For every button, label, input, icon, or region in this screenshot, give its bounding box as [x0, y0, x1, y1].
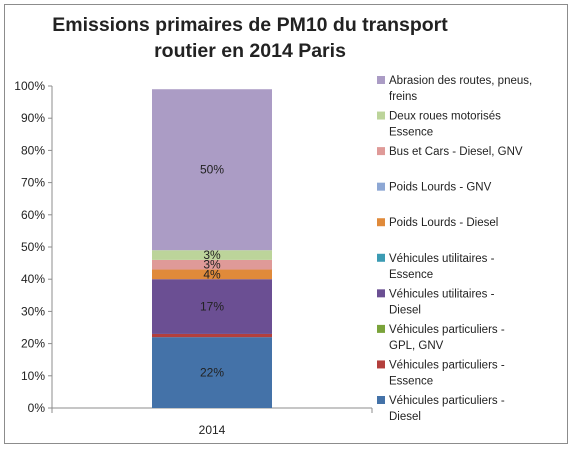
data-label: 3%: [203, 248, 221, 262]
legend-swatch: [377, 111, 385, 120]
bar-segment: [152, 250, 272, 260]
y-tick-label: 60%: [21, 208, 45, 222]
legend-swatch: [377, 147, 385, 156]
legend-label: Poids Lourds - GNV: [389, 182, 492, 194]
y-tick-label: 30%: [21, 304, 45, 318]
legend-swatch: [377, 360, 385, 369]
data-label: 3%: [203, 258, 221, 272]
chart-title-line-2: routier en 2014 Paris: [154, 40, 346, 62]
legend-label-line: Véhicules particuliers -: [389, 395, 505, 407]
y-tick-label: 10%: [21, 369, 45, 383]
y-tick-label: 40%: [21, 272, 45, 286]
legend-label-line: freins: [389, 91, 417, 103]
y-tick-label: 0%: [28, 401, 46, 415]
legend-label-line: Véhicules particuliers -: [389, 359, 505, 371]
y-tick-label: 70%: [21, 176, 45, 190]
legend-swatch: [377, 182, 385, 191]
legend-label-line: Essence: [389, 375, 433, 387]
y-tick-label: 20%: [21, 337, 45, 351]
legend-label-line: Essence: [389, 269, 433, 281]
bar-segment: [152, 337, 272, 408]
legend-swatch: [377, 218, 385, 227]
legend-label: Véhicules particuliers - Diesel: [389, 395, 505, 423]
legend-label-line: Diesel: [389, 304, 421, 316]
x-tick-label: 2014: [199, 423, 226, 437]
y-tick-label: 90%: [21, 111, 45, 125]
data-label: 17%: [200, 300, 224, 314]
bar-segment: [152, 269, 272, 280]
legend-label: Abrasion des routes, pneus, freins: [389, 75, 532, 103]
legend-label-line: Bus et Cars - Diesel, GNV: [389, 146, 523, 158]
bar-segment: [152, 89, 272, 251]
chart-title: Emissions primaires de PM10 du transport…: [40, 12, 460, 64]
legend-swatch: [377, 76, 385, 84]
legend-label: Véhicules utilitaires - Diesel: [389, 288, 495, 316]
legend-label-line: Abrasion des routes, pneus,: [389, 75, 532, 87]
bar-segment: [152, 259, 272, 270]
legend-swatch: [377, 324, 385, 333]
legend-label: Poids Lourds - Diesel: [389, 217, 498, 229]
legend-label: Véhicules particuliers - Essence: [389, 359, 505, 387]
y-tick-label: 50%: [21, 240, 45, 254]
legend-label: Bus et Cars - Diesel, GNV: [389, 146, 523, 158]
y-tick-label: 100%: [14, 79, 45, 93]
chart-title-line-1: Emissions primaires de PM10 du transport: [52, 14, 448, 36]
legend-swatch: [377, 396, 385, 404]
legend-label-line: Diesel: [389, 411, 421, 423]
legend-label-line: Essence: [389, 127, 433, 139]
legend-label-line: Poids Lourds - GNV: [389, 182, 492, 194]
legend-label-line: Véhicules utilitaires -: [389, 253, 495, 265]
legend-label-line: Véhicules particuliers -: [389, 324, 505, 336]
legend-label-line: Véhicules utilitaires -: [389, 288, 495, 300]
y-tick-label: 80%: [21, 143, 45, 157]
legend-label: Véhicules particuliers - GPL, GNV: [389, 324, 505, 352]
legend-swatch: [377, 289, 385, 298]
bar-segment: [152, 333, 272, 338]
legend-label-line: Poids Lourds - Diesel: [389, 217, 498, 229]
legend-label: Deux roues motorisés Essence: [389, 111, 501, 139]
chart-frame: [4, 4, 568, 444]
legend-label: Véhicules utilitaires - Essence: [389, 253, 495, 281]
legend-label-line: GPL, GNV: [389, 340, 444, 352]
data-label: 50%: [200, 163, 224, 177]
data-label: 4%: [203, 267, 221, 281]
legend-label-line: Deux roues motorisés: [389, 111, 501, 123]
legend-swatch: [377, 253, 385, 262]
data-label: 22%: [200, 366, 224, 380]
bar-segment: [152, 279, 272, 334]
